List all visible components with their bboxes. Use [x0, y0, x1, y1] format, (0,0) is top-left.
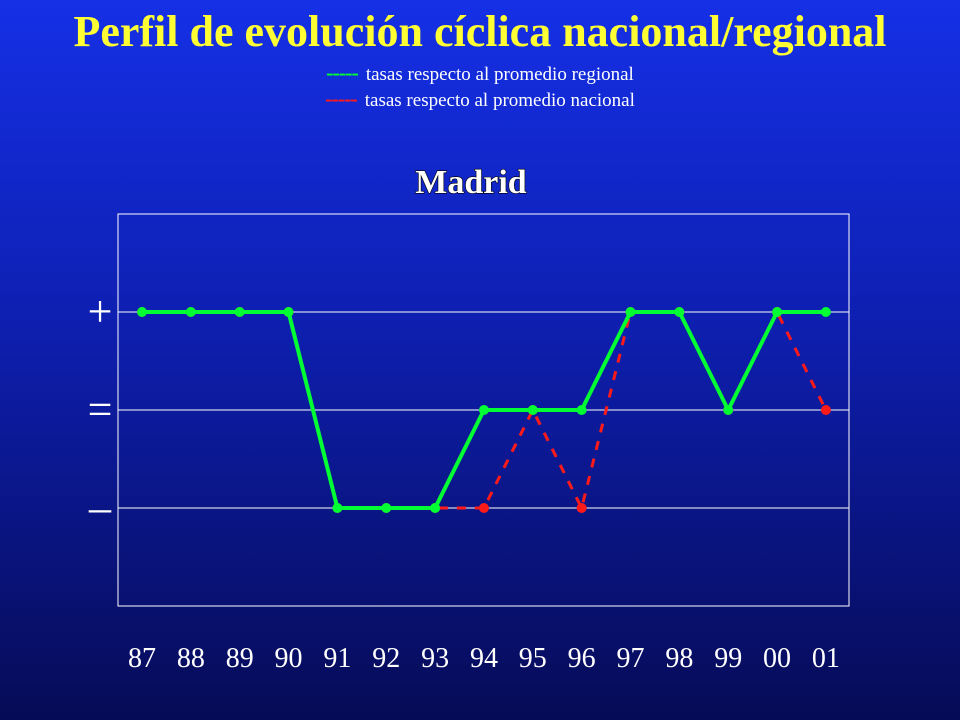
data-point: [820, 307, 831, 317]
x-tick-label: 89: [226, 643, 254, 674]
page-title: Perfil de evolución cíclica nacional/reg…: [73, 7, 887, 56]
x-tick-label: 91: [323, 643, 351, 674]
data-point: [723, 405, 734, 415]
data-point: [381, 503, 392, 513]
legend-swatch-nacional: -----: [325, 86, 358, 111]
chart-title: Madrid: [415, 164, 527, 201]
data-point: [820, 405, 831, 415]
y-level-label: –: [88, 483, 112, 532]
x-tick-label: 97: [617, 643, 645, 674]
legend-label-nacional: tasas respecto al promedio nacional: [364, 90, 635, 111]
data-point: [234, 307, 245, 317]
data-point: [625, 307, 636, 317]
legend-swatch-regional: -----: [326, 60, 359, 85]
x-tick-label: 00: [763, 643, 791, 674]
data-point: [478, 405, 489, 415]
x-tick-label: 98: [665, 643, 693, 674]
data-point: [772, 307, 783, 317]
data-point: [674, 307, 685, 317]
data-point: [332, 503, 343, 513]
x-tick-label: 95: [519, 643, 547, 674]
x-tick-label: 93: [421, 643, 449, 674]
x-tick-label: 01: [812, 643, 840, 674]
legend-label-regional: tasas respecto al promedio regional: [365, 64, 634, 85]
data-point: [576, 405, 587, 415]
data-point: [478, 503, 489, 513]
legend-entry-nacional: ----- tasas respecto al promedio nacional: [0, 88, 960, 112]
x-tick-label: 88: [177, 643, 205, 674]
x-tick-label: 92: [372, 643, 400, 674]
x-tick-label: 90: [275, 643, 303, 674]
data-point: [185, 307, 196, 317]
data-point: [283, 307, 294, 317]
data-point: [430, 503, 441, 513]
x-tick-label: 96: [568, 643, 596, 674]
data-point: [576, 503, 587, 513]
series-lines: [137, 307, 831, 513]
data-point: [527, 405, 538, 415]
x-tick-labels: 87 88 89 90 91 92 93 94 95 96 97 98 99 00 01: [128, 643, 840, 674]
x-tick-label: 87: [128, 643, 156, 674]
y-level-labels: + = –: [88, 287, 113, 532]
y-level-label: =: [88, 385, 113, 434]
legend-entry-regional: ----- tasas respecto al promedio regional: [0, 62, 960, 86]
x-tick-label: 99: [714, 643, 742, 674]
x-tick-label: 94: [470, 643, 498, 674]
y-level-label: +: [88, 287, 113, 336]
data-point: [137, 307, 147, 317]
